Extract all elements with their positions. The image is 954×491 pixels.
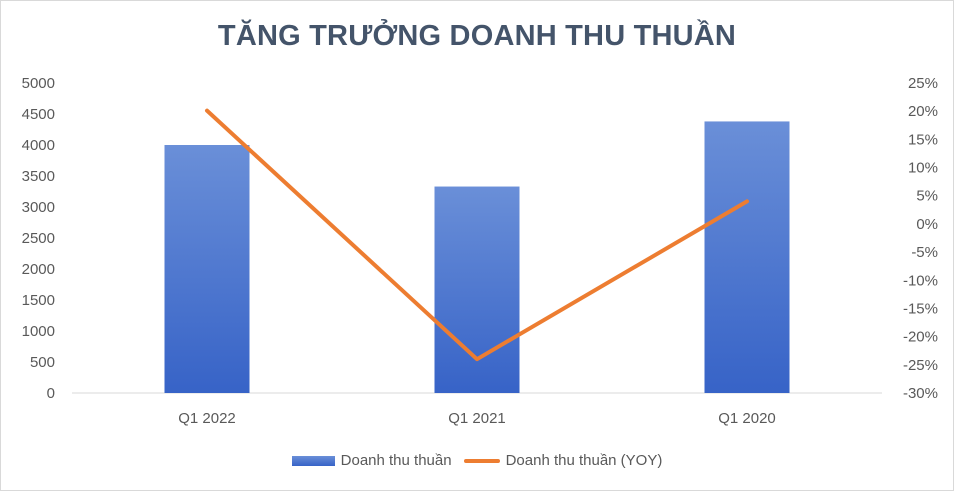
y-left-tick-label: 500 — [30, 354, 55, 371]
y-right-tick-label: -25% — [903, 357, 938, 374]
y-right-tick-label: -30% — [903, 385, 938, 402]
chart-title: TĂNG TRƯỞNG DOANH THU THUẦN — [217, 20, 737, 52]
y-left-tick-label: 2000 — [22, 261, 55, 278]
x-tick-label: Q1 2021 — [448, 410, 506, 427]
y-left-tick-label: 5000 — [22, 75, 55, 92]
y-right-tick-label: -15% — [903, 300, 938, 317]
y-right-tick-label: -5% — [911, 244, 938, 261]
x-tick-label: Q1 2020 — [718, 410, 776, 427]
y-left-tick-label: 2500 — [22, 230, 55, 247]
legend-swatch-line — [463, 458, 500, 463]
legend-label-bar: Doanh thu thuần — [340, 452, 452, 469]
y-left-tick-label: 3500 — [22, 168, 55, 185]
y-left-tick-label: 0 — [47, 385, 55, 402]
y-right-tick-label: 20% — [908, 103, 938, 120]
y-left-tick-label: 4000 — [22, 137, 55, 154]
y-left-tick-label: 1000 — [22, 323, 55, 340]
y-right-tick-label: 10% — [908, 160, 938, 177]
y-right-tick-label: 0% — [916, 216, 938, 233]
y-right-tick-label: -20% — [903, 329, 938, 346]
legend-item-line: Doanh thu thuần (YOY) — [463, 452, 663, 469]
y-right-tick-label: 15% — [908, 131, 938, 148]
y-left-tick-label: 1500 — [22, 292, 55, 309]
y-left-tick-label: 4500 — [22, 106, 55, 123]
y-right-tick-label: -10% — [903, 272, 938, 289]
legend-label-line: Doanh thu thuần (YOY) — [505, 452, 663, 469]
chart-legend: Doanh thu thuần Doanh thu thuần (YOY) — [0, 452, 954, 469]
y-left-tick-label: 3000 — [22, 199, 55, 216]
legend-swatch-bar — [291, 455, 335, 466]
y-right-tick-label: 5% — [916, 188, 938, 205]
bar — [164, 145, 250, 393]
x-tick-label: Q1 2022 — [178, 410, 236, 427]
legend-item-bar: Doanh thu thuần — [291, 452, 452, 469]
bar — [434, 186, 520, 393]
bar — [704, 121, 790, 393]
y-right-tick-label: 25% — [908, 75, 938, 92]
